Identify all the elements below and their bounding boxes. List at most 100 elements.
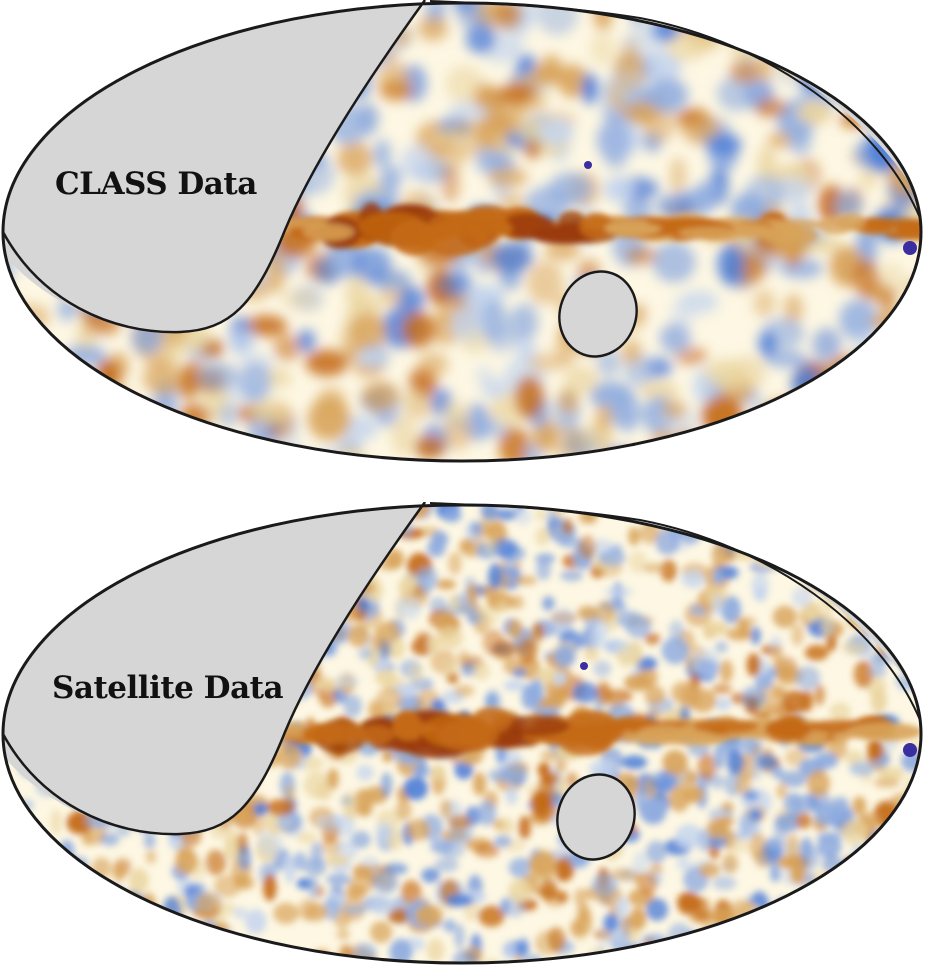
- noise-blob: [35, 38, 78, 65]
- noise-blob: [801, 505, 825, 523]
- noise-blob: [92, 3, 132, 26]
- noise-blob: [276, 743, 302, 770]
- noise-blob: [762, 952, 777, 963]
- noise-blob: [352, 246, 392, 283]
- noise-blob: [810, 955, 822, 963]
- noise-blob: [771, 765, 784, 779]
- noise-blob: [421, 867, 440, 883]
- noise-blob: [844, 414, 883, 446]
- band-blob: [765, 718, 812, 741]
- noise-blob: [892, 520, 917, 536]
- noise-blob: [841, 639, 867, 656]
- noise-blob: [764, 350, 808, 368]
- noise-blob: [740, 916, 755, 929]
- noise-blob: [345, 884, 367, 899]
- noise-blob: [770, 863, 781, 883]
- noise-blob: [510, 595, 524, 610]
- noise-blob: [875, 573, 894, 585]
- band-blob: [429, 210, 510, 236]
- noise-blob: [8, 545, 24, 569]
- noise-blob: [855, 376, 898, 417]
- noise-blob: [718, 505, 734, 512]
- noise-blob: [536, 559, 551, 581]
- noise-blob: [789, 866, 806, 884]
- noise-blob: [544, 772, 559, 785]
- noise-blob: [582, 421, 613, 452]
- noise-blob: [822, 549, 843, 564]
- noise-blob: [358, 647, 373, 660]
- noise-blob: [817, 527, 838, 540]
- noise-blob: [771, 922, 791, 948]
- noise-blob: [395, 598, 422, 620]
- noise-blob: [900, 425, 921, 455]
- noise-blob: [512, 667, 527, 678]
- noise-blob: [233, 906, 248, 920]
- noise-blob: [403, 776, 428, 801]
- noise-blob: [42, 595, 61, 620]
- noise-blob: [850, 575, 866, 593]
- noise-blob: [859, 166, 878, 190]
- noise-blob: [136, 911, 148, 930]
- noise-blob: [909, 541, 921, 564]
- noise-blob: [19, 902, 37, 924]
- satellite-data-map: Satellite Data: [0, 502, 925, 967]
- noise-blob: [431, 698, 446, 712]
- noise-blob: [448, 552, 462, 575]
- noise-blob: [755, 98, 787, 118]
- noise-blob: [695, 180, 723, 204]
- noise-blob: [535, 667, 557, 683]
- noise-blob: [535, 527, 550, 547]
- noise-blob: [3, 293, 22, 331]
- noise-blob: [835, 924, 861, 936]
- noise-blob: [481, 300, 508, 342]
- noise-blob: [733, 616, 757, 627]
- noise-blob: [721, 595, 742, 624]
- noise-blob: [218, 402, 238, 429]
- noise-blob: [37, 506, 59, 528]
- noise-blob: [554, 857, 574, 882]
- noise-blob: [777, 422, 814, 459]
- noise-blob: [245, 909, 267, 934]
- noise-blob: [34, 547, 52, 573]
- noise-blob: [674, 346, 708, 366]
- noise-blob: [44, 578, 62, 604]
- noise-blob: [745, 174, 784, 213]
- noise-blob: [472, 661, 490, 681]
- noise-blob: [401, 388, 421, 411]
- noise-blob: [865, 129, 900, 173]
- noise-blob: [662, 749, 688, 776]
- noise-blob: [194, 892, 222, 920]
- noise-blob: [610, 505, 626, 510]
- noise-blob: [603, 176, 634, 203]
- noise-blob: [714, 741, 726, 770]
- galactic-plane-band: [254, 202, 921, 257]
- noise-blob: [673, 941, 698, 963]
- noise-blob: [812, 327, 842, 362]
- noise-blob: [735, 505, 760, 515]
- noise-blob: [76, 945, 93, 959]
- noise-blob: [67, 874, 91, 892]
- noise-blob: [3, 588, 17, 603]
- noise-blob: [591, 873, 618, 897]
- noise-blob: [117, 3, 145, 34]
- noise-blob: [159, 439, 185, 461]
- noise-blob: [41, 852, 63, 878]
- noise-blob: [475, 606, 500, 628]
- noise-blob: [759, 509, 778, 521]
- noise-blob: [503, 680, 526, 691]
- noise-blob: [830, 918, 845, 943]
- noise-blob: [624, 674, 651, 692]
- band-blob: [392, 710, 421, 741]
- satellite-map-svg: Satellite Data: [1, 502, 923, 965]
- noise-blob: [20, 113, 47, 138]
- noise-blob: [647, 505, 669, 518]
- noise-blob: [401, 310, 436, 348]
- point-source: [903, 743, 917, 757]
- noise-blob: [715, 698, 731, 711]
- noise-blob: [728, 517, 743, 542]
- noise-blob: [788, 130, 812, 155]
- noise-blob: [852, 889, 878, 912]
- noise-blob: [910, 926, 921, 943]
- noise-blob: [297, 329, 316, 353]
- noise-blob: [711, 542, 729, 568]
